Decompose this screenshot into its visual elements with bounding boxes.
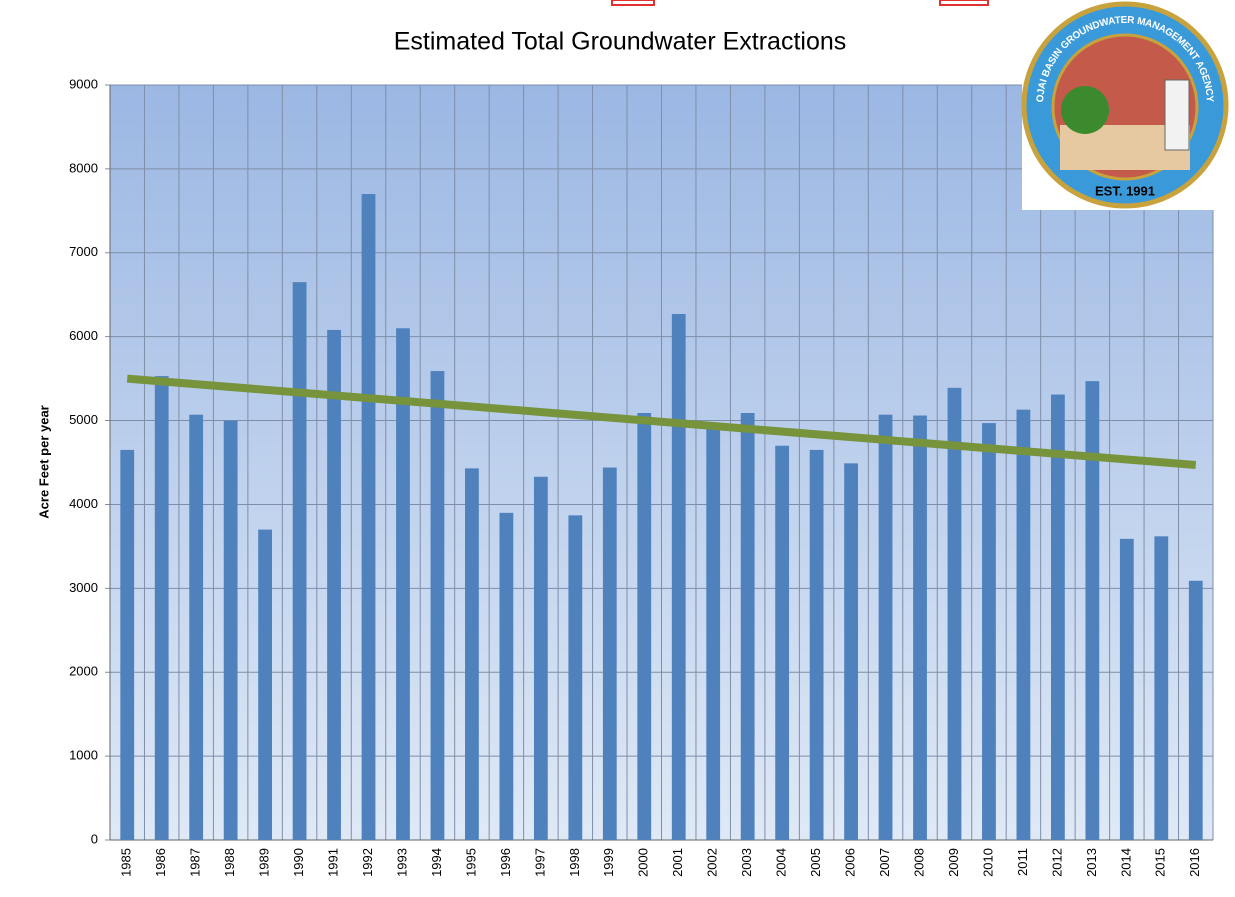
bar — [327, 329, 341, 840]
y-tick-label: 8000 — [69, 160, 98, 175]
bar — [499, 512, 514, 840]
x-tick-label: 1990 — [291, 848, 306, 877]
y-axis-label: Acre Feet per year — [36, 405, 51, 518]
bar — [1016, 409, 1031, 840]
x-tick-label: 2001 — [670, 848, 685, 877]
logo-est: EST. 1991 — [1095, 183, 1155, 198]
x-tick-label: 1985 — [119, 848, 134, 877]
bar — [775, 445, 790, 840]
bar — [292, 282, 307, 840]
y-tick-label: 0 — [91, 831, 98, 846]
bar — [465, 468, 479, 840]
logo-tree — [1061, 86, 1109, 134]
x-tick-label: 1987 — [188, 848, 203, 877]
chart-title: Estimated Total Groundwater Extractions — [394, 28, 847, 56]
x-tick-label: 2007 — [877, 848, 892, 877]
x-tick-label: 2000 — [636, 848, 651, 877]
x-tick-label: 2005 — [808, 848, 823, 877]
bar — [361, 194, 376, 841]
x-tick-label: 2016 — [1187, 848, 1202, 877]
x-tick-label: 1998 — [567, 848, 582, 877]
x-tick-label: 2013 — [1084, 848, 1099, 877]
bar — [1154, 536, 1169, 840]
x-tick-label: 2009 — [946, 848, 961, 877]
bar — [706, 423, 721, 840]
bar — [189, 414, 204, 840]
x-tick-label: 1989 — [257, 848, 272, 877]
x-tick-label: 1988 — [222, 848, 237, 877]
y-tick-label: 6000 — [69, 328, 98, 343]
bar — [1119, 538, 1134, 840]
y-tick-label: 2000 — [69, 664, 98, 679]
x-tick-label: 2011 — [1015, 848, 1030, 876]
y-tick-label: 3000 — [69, 580, 98, 595]
y-tick-label: 9000 — [69, 76, 98, 91]
bar — [1188, 580, 1203, 840]
bar — [982, 423, 996, 840]
decoration — [611, 0, 655, 6]
x-tick-label: 1997 — [532, 848, 547, 877]
x-tick-label: 1991 — [325, 848, 340, 877]
bar — [740, 413, 755, 840]
bar — [602, 467, 617, 840]
x-tick-label: 2008 — [911, 848, 926, 877]
x-tick-label: 1993 — [394, 848, 409, 877]
bar — [1085, 381, 1100, 840]
bar — [947, 387, 962, 840]
bar — [120, 449, 135, 840]
x-tick-label: 2003 — [739, 848, 754, 877]
x-tick-label: 1999 — [601, 848, 616, 877]
x-tick-label: 1986 — [153, 848, 168, 877]
x-tick-label: 1994 — [429, 848, 444, 877]
bar — [533, 476, 548, 840]
bar — [258, 529, 273, 840]
trend-line — [126, 374, 1197, 470]
bar — [809, 449, 824, 840]
bar — [223, 420, 238, 840]
bar — [568, 515, 583, 840]
bar — [913, 415, 927, 840]
decoration — [939, 0, 989, 6]
bar — [844, 463, 858, 840]
x-tick-label: 2015 — [1153, 848, 1168, 877]
y-tick-label: 7000 — [69, 244, 98, 259]
bar — [878, 414, 893, 840]
bar — [430, 371, 445, 840]
x-tick-label: 2012 — [1049, 848, 1064, 877]
logo: OJAI BASIN GROUNDWATER MANAGEMENT AGENCY… — [1021, 0, 1232, 210]
x-tick-label: 2002 — [705, 848, 720, 877]
x-tick-label: 1995 — [463, 848, 478, 877]
x-tick-label: 2010 — [980, 848, 995, 877]
x-tick-label: 2006 — [843, 848, 858, 877]
y-tick-label: 4000 — [69, 496, 98, 511]
bar — [1050, 394, 1065, 840]
y-tick-label: 5000 — [69, 412, 98, 427]
bar — [396, 328, 410, 840]
bar — [154, 376, 169, 840]
x-tick-label: 1992 — [360, 848, 375, 877]
x-tick-label: 1996 — [498, 848, 513, 877]
logo-tower — [1164, 79, 1190, 151]
bar — [671, 314, 686, 840]
x-tick-label: 2004 — [774, 848, 789, 877]
y-tick-label: 1000 — [69, 748, 98, 763]
x-tick-label: 2014 — [1118, 848, 1133, 877]
bar — [637, 413, 652, 840]
